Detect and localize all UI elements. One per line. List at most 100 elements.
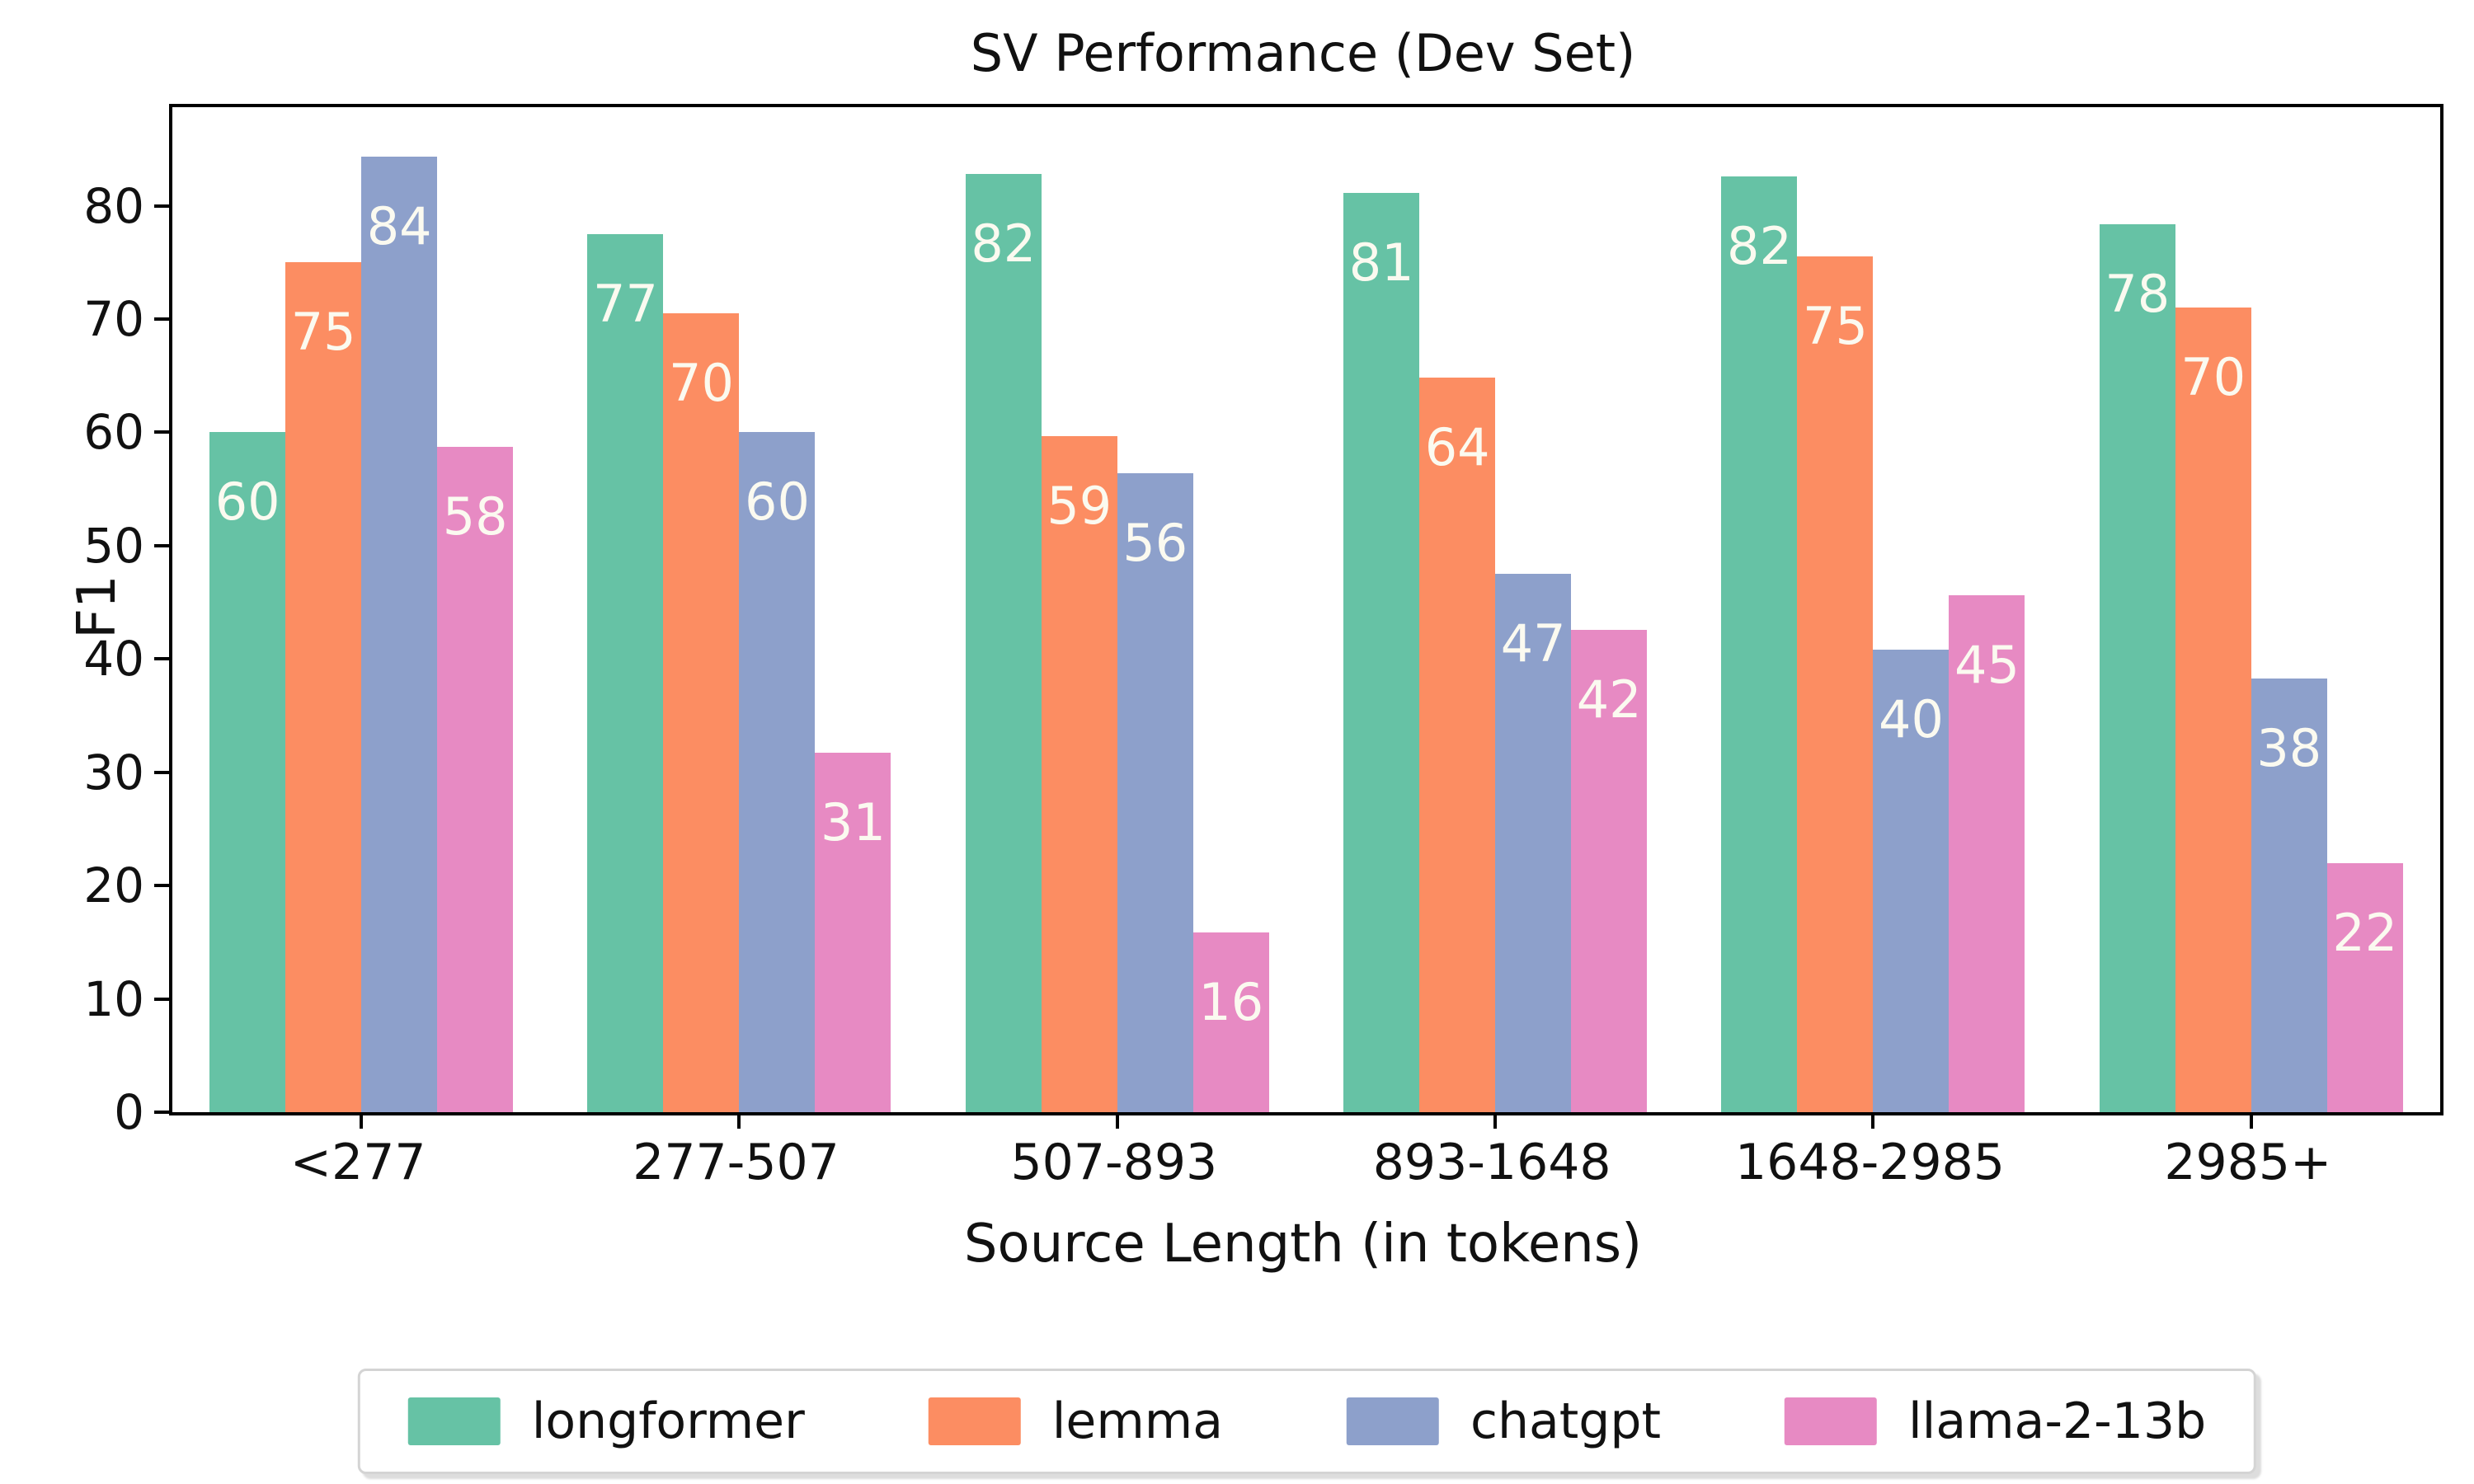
bar-value-label: 56 (1122, 512, 1188, 573)
bar-value-label: 60 (745, 472, 810, 533)
y-tick-mark (154, 884, 169, 888)
y-tick-label: 50 (83, 517, 144, 574)
bar-llama-2-13b: 16 (1192, 932, 1269, 1112)
y-tick-label: 10 (83, 970, 144, 1027)
x-tick-label: <277 (289, 1134, 426, 1191)
x-tick-mark (2249, 1115, 2253, 1129)
y-tick-mark (154, 317, 169, 321)
y-tick-label: 20 (83, 857, 144, 914)
bar-value-label: 64 (1424, 417, 1490, 478)
legend-label: lemma (1051, 1392, 1223, 1450)
x-tick-mark (1115, 1115, 1119, 1129)
bar-llama-2-13b: 45 (1949, 595, 2025, 1112)
bar-group: 81 64 47 42 (1306, 107, 1684, 1129)
bar-lemma: 75 (1797, 256, 1874, 1112)
x-tick-mark (737, 1115, 741, 1129)
x-tick-label: 1648-2985 (1734, 1134, 2006, 1191)
bar-value-label: 38 (2256, 717, 2322, 778)
legend-label: llama-2-13b (1908, 1392, 2207, 1450)
bar-value-label: 47 (1500, 613, 1566, 674)
bar-value-label: 16 (1198, 971, 1264, 1032)
bar-value-label: 42 (1576, 669, 1642, 730)
legend-item-chatgpt: chatgpt (1346, 1392, 1661, 1450)
bar-value-label: 22 (2332, 902, 2398, 963)
bar-longformer: 60 (209, 432, 286, 1112)
x-axis-label: Source Length (in tokens) (963, 1214, 1643, 1275)
legend-item-lemma: lemma (928, 1392, 1223, 1450)
legend-swatch (928, 1397, 1021, 1445)
x-tick-mark (1871, 1115, 1875, 1129)
bar-value-label: 59 (1047, 475, 1112, 536)
bar-value-label: 81 (1348, 232, 1414, 294)
bar-longformer: 82 (1721, 176, 1798, 1112)
y-tick-mark (154, 657, 169, 661)
y-tick-mark (154, 204, 169, 208)
x-tick-mark (1493, 1115, 1498, 1129)
bar-longformer: 81 (1343, 193, 1420, 1112)
bar-chatgpt: 40 (1873, 650, 1950, 1112)
legend-label: longformer (531, 1392, 805, 1450)
x-tick-label: 507-893 (1010, 1134, 1218, 1191)
bar-value-label: 78 (2105, 263, 2171, 324)
bar-value-label: 70 (2180, 347, 2246, 408)
bar-chatgpt: 47 (1495, 574, 1572, 1112)
plot-area: 0 10 20 30 40 50 60 70 80 60 75 84 58 77 70 60 31 82 59 56… (83, 104, 2443, 1140)
bar-value-label: 45 (1954, 635, 2020, 696)
legend-item-llama-2-13b: llama-2-13b (1785, 1392, 2206, 1450)
y-tick-label: 40 (83, 631, 144, 688)
y-tick-mark (154, 997, 169, 1001)
legend-label: chatgpt (1470, 1392, 1661, 1450)
bar-lemma: 70 (2175, 308, 2251, 1112)
bar-group: 82 59 56 16 (929, 107, 1306, 1129)
bar-longformer: 78 (2099, 223, 2175, 1112)
legend-item-longformer: longformer (407, 1392, 805, 1450)
bar-lemma: 70 (663, 313, 740, 1112)
bar-longformer: 77 (587, 233, 664, 1112)
bar-value-label: 84 (366, 196, 432, 257)
bar-group: 82 75 40 45 (1684, 107, 2062, 1129)
bar-longformer: 82 (965, 174, 1042, 1112)
bar-value-label: 60 (214, 472, 280, 533)
y-tick-mark (154, 1111, 169, 1114)
bar-lemma: 64 (1419, 378, 1496, 1112)
y-tick-label: 30 (83, 744, 144, 801)
legend: longformer lemma chatgpt llama-2-13b (357, 1369, 2257, 1474)
y-tick-mark (154, 770, 169, 774)
bar-value-label: 77 (593, 273, 658, 334)
bar-lemma: 75 (285, 262, 362, 1112)
y-tick-mark (154, 543, 169, 547)
legend-swatch (1346, 1397, 1439, 1445)
bar-value-label: 40 (1879, 689, 1944, 750)
bar-value-label: 31 (821, 792, 886, 853)
y-tick-mark (154, 430, 169, 434)
bar-chatgpt: 84 (361, 157, 438, 1112)
bar-llama-2-13b: 58 (437, 447, 514, 1112)
y-tick-label: 70 (83, 290, 144, 347)
chart-title: SV Performance (Dev Set) (970, 23, 1636, 83)
bar-value-label: 70 (669, 353, 734, 414)
bar-value-label: 75 (1803, 296, 1868, 357)
bar-lemma: 59 (1041, 435, 1117, 1112)
bar-chatgpt: 56 (1117, 472, 1193, 1112)
bar-group: 78 70 38 22 (2062, 107, 2440, 1129)
x-tick-label: 2985+ (2164, 1134, 2332, 1191)
y-tick-label: 80 (83, 177, 144, 234)
y-tick-label: 60 (83, 404, 144, 461)
bar-llama-2-13b: 42 (1571, 629, 1648, 1112)
legend-swatch (407, 1397, 501, 1445)
legend-swatch (1785, 1397, 1877, 1445)
bar-value-label: 58 (442, 486, 508, 547)
bar-chatgpt: 60 (739, 432, 816, 1112)
x-tick-mark (360, 1115, 364, 1129)
bar-groups: 60 75 84 58 77 70 60 31 82 59 56 16 81 64 47 42 82 75 40 45… (172, 107, 2440, 1129)
bar-group: 77 70 60 31 (550, 107, 928, 1129)
x-tick-label: 893-1648 (1372, 1134, 1611, 1191)
bar-llama-2-13b: 31 (815, 753, 891, 1112)
x-tick-label: 277-507 (633, 1134, 840, 1191)
bar-group: 60 75 84 58 (172, 107, 550, 1129)
bar-value-label: 82 (1727, 215, 1792, 276)
bar-value-label: 75 (290, 302, 356, 363)
bar-llama-2-13b: 22 (2326, 862, 2403, 1112)
bar-value-label: 82 (971, 214, 1037, 275)
